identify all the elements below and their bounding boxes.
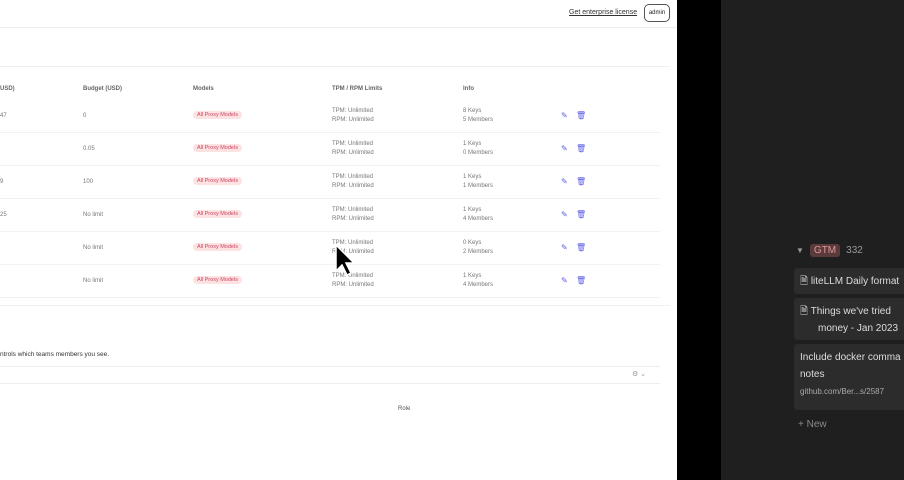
- col-models: Models: [193, 86, 214, 92]
- trash-icon[interactable]: 🗑: [576, 111, 587, 120]
- tpm-cell: TPM: Unlimited: [332, 141, 374, 147]
- rpm-cell: RPM: Unlimited: [332, 117, 374, 123]
- table-row: [0, 232, 660, 265]
- budget-cell: No limit: [83, 212, 104, 218]
- spend-cell: 9: [0, 179, 4, 185]
- admin-ui: Get enterprise license admin USD) Budget…: [0, 0, 677, 480]
- col-budget: Budget (USD): [83, 86, 122, 92]
- spend-cell: 25: [0, 212, 7, 218]
- models-badge: All Proxy Models: [193, 276, 242, 284]
- page-icon: 🗎: [800, 276, 811, 287]
- user-menu-button[interactable]: admin: [644, 4, 670, 22]
- table-row: [0, 133, 660, 166]
- tpm-cell: TPM: Unlimited: [332, 240, 374, 246]
- members-cell: 0 Members: [463, 150, 494, 156]
- teams-table: [0, 66, 670, 306]
- trash-icon[interactable]: 🗑: [576, 177, 587, 186]
- table-row: [0, 100, 660, 133]
- budget-cell: 0.05: [83, 146, 95, 152]
- keys-cell: 0 Keys: [463, 240, 482, 246]
- group-tag: GTM: [809, 244, 841, 257]
- models-badge: All Proxy Models: [193, 210, 242, 218]
- trash-icon[interactable]: 🗑: [576, 243, 587, 252]
- new-card-button[interactable]: + New: [798, 419, 827, 430]
- table-row: [0, 265, 660, 298]
- members-filter-bar: [0, 366, 660, 384]
- keys-cell: 1 Keys: [463, 273, 482, 279]
- rpm-cell: RPM: Unlimited: [332, 183, 374, 189]
- members-cell: 1 Members: [463, 183, 494, 189]
- trash-icon[interactable]: 🗑: [576, 276, 587, 285]
- edit-icon[interactable]: ✎: [561, 276, 568, 285]
- rpm-cell: RPM: Unlimited: [332, 249, 374, 255]
- models-badge: All Proxy Models: [193, 243, 242, 251]
- tpm-cell: TPM: Unlimited: [332, 273, 374, 279]
- budget-cell: No limit: [83, 278, 104, 284]
- table-row: [0, 199, 660, 232]
- mouse-cursor-icon: [335, 243, 356, 277]
- spend-cell: 47: [0, 113, 7, 119]
- settings-icon[interactable]: ⚙ ⌄: [632, 371, 647, 378]
- board-card[interactable]: 🗎 liteLLM Daily format: [794, 268, 904, 294]
- tpm-cell: TPM: Unlimited: [332, 207, 374, 213]
- keys-cell: 1 Keys: [463, 207, 482, 213]
- members-cell: 2 Members: [463, 249, 494, 255]
- top-bar: Get enterprise license admin: [0, 0, 677, 28]
- group-header[interactable]: ▼ GTM 332: [796, 244, 863, 257]
- keys-cell: 8 Keys: [463, 108, 482, 114]
- edit-icon[interactable]: ✎: [561, 243, 568, 252]
- enterprise-license-link[interactable]: Get enterprise license: [569, 9, 638, 16]
- models-badge: All Proxy Models: [193, 144, 242, 152]
- edit-icon[interactable]: ✎: [561, 177, 568, 186]
- rpm-cell: RPM: Unlimited: [332, 216, 374, 222]
- trash-icon[interactable]: 🗑: [576, 144, 587, 153]
- edit-icon[interactable]: ✎: [561, 144, 568, 153]
- board-card[interactable]: 🗎 Things we've tried money - Jan 2023: [794, 298, 904, 340]
- col-role: Role: [398, 406, 411, 412]
- col-limits: TPM / RPM Limits: [332, 86, 383, 92]
- tpm-cell: TPM: Unlimited: [332, 174, 374, 180]
- group-count: 332: [846, 245, 863, 256]
- col-spend: USD): [0, 86, 15, 92]
- models-badge: All Proxy Models: [193, 111, 242, 119]
- models-badge: All Proxy Models: [193, 177, 242, 185]
- members-note: ntrols which teams members you see.: [0, 351, 110, 358]
- keys-cell: 1 Keys: [463, 174, 482, 180]
- collapse-triangle-icon[interactable]: ▼: [796, 246, 804, 255]
- edit-icon[interactable]: ✎: [561, 111, 568, 120]
- rpm-cell: RPM: Unlimited: [332, 150, 374, 156]
- keys-cell: 1 Keys: [463, 141, 482, 147]
- col-info: Info: [463, 86, 474, 92]
- members-cell: 4 Members: [463, 282, 494, 288]
- tpm-cell: TPM: Unlimited: [332, 108, 374, 114]
- page-icon: 🗎: [800, 306, 811, 317]
- edit-icon[interactable]: ✎: [561, 210, 568, 219]
- board-card[interactable]: Include docker comma notes github.com/Ber.…: [794, 344, 904, 410]
- budget-cell: No limit: [83, 245, 104, 251]
- table-row: [0, 166, 660, 199]
- trash-icon[interactable]: 🗑: [576, 210, 587, 219]
- budget-cell: 0: [83, 113, 87, 119]
- members-cell: 5 Members: [463, 117, 494, 123]
- budget-cell: 100: [83, 179, 94, 185]
- rpm-cell: RPM: Unlimited: [332, 282, 374, 288]
- members-cell: 4 Members: [463, 216, 494, 222]
